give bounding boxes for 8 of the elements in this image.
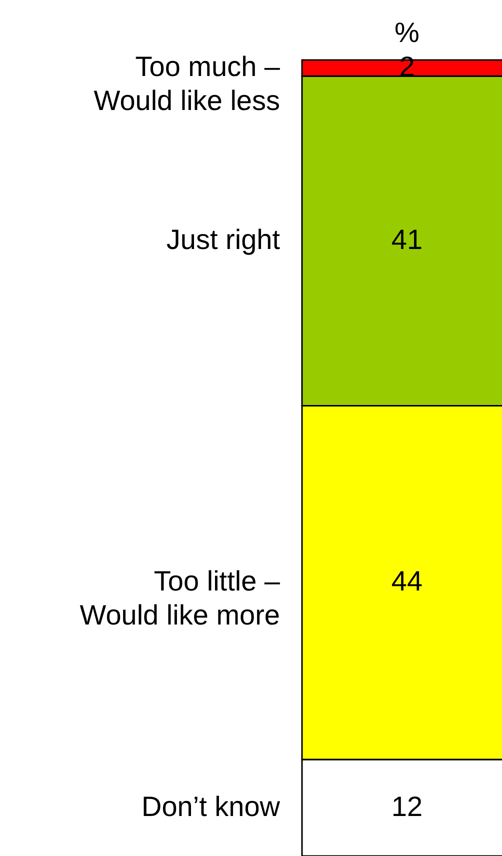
- data-label: 44: [391, 566, 423, 597]
- series-label: Too much – Would like less: [94, 51, 280, 116]
- series-label: Just right: [166, 224, 280, 255]
- series-label: Don’t know: [141, 790, 281, 822]
- series-label: Too little – Would like more: [80, 566, 280, 631]
- chart-title: %: [394, 17, 420, 48]
- data-label: 12: [391, 790, 423, 822]
- data-label: 41: [391, 224, 423, 255]
